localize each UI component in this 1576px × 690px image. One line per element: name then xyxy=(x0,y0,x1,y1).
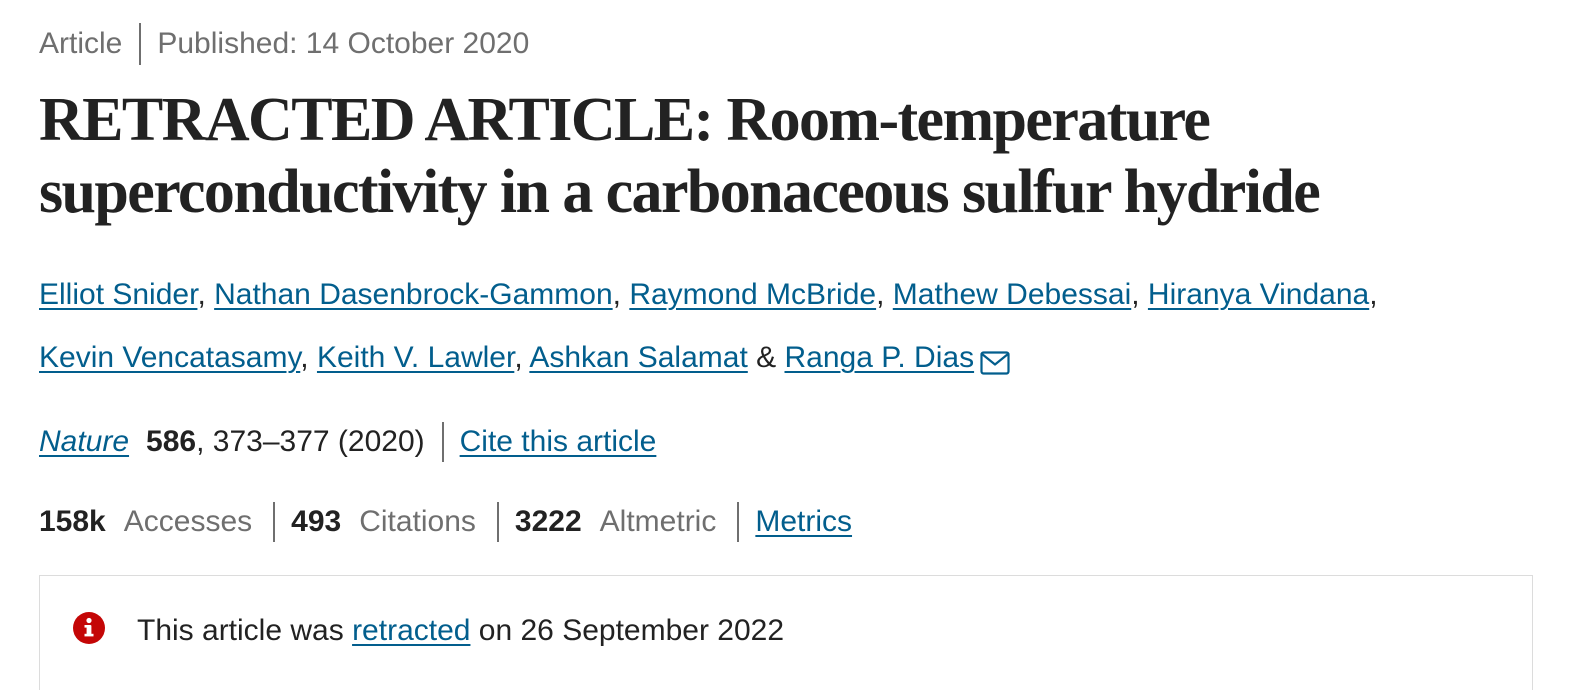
author-link[interactable]: Nathan Dasenbrock-Gammon xyxy=(214,278,613,311)
notice-prefix: This article was xyxy=(137,614,344,647)
author-ampersand: & xyxy=(756,341,777,374)
altmetric-score: 3222 xyxy=(514,505,582,538)
journal-volume: 586 xyxy=(146,425,197,458)
article-title: RETRACTED ARTICLE: Room-temperature supe… xyxy=(39,84,1519,228)
metrics-divider xyxy=(737,502,740,542)
author-separator: , xyxy=(300,341,309,374)
article-type: Article xyxy=(39,27,123,60)
article-metrics: 158k Accesses 493 Citations 3222 Altmetr… xyxy=(39,499,852,545)
journal-citation: Nature 586 , 373–377 (2020) Cite this ar… xyxy=(39,419,656,465)
citation-divider xyxy=(441,422,444,462)
author-link[interactable]: Mathew Debessai xyxy=(892,278,1132,311)
metrics-divider xyxy=(496,502,499,542)
author-link-corresponding[interactable]: Ranga P. Dias xyxy=(784,341,975,374)
notice-suffix: on 26 September 2022 xyxy=(478,614,785,647)
author-link[interactable]: Elliot Snider xyxy=(39,278,198,311)
author-list: Elliot Snider, Nathan Dasenbrock-Gammon,… xyxy=(39,263,1539,397)
metrics-link[interactable]: Metrics xyxy=(755,505,853,538)
retraction-notice: This article was retracted on 26 Septemb… xyxy=(39,575,1533,690)
retracted-link[interactable]: retracted xyxy=(352,614,471,647)
article-meta: Article Published: 14 October 2020 xyxy=(39,22,529,66)
accesses-count: 158k xyxy=(39,505,106,538)
author-link[interactable]: Ashkan Salamat xyxy=(529,341,748,374)
author-link[interactable]: Hiranya Vindana xyxy=(1147,278,1370,311)
author-separator: , xyxy=(514,341,523,374)
author-link[interactable]: Raymond McBride xyxy=(629,278,877,311)
article-title-line-2: superconductivity in a carbonaceous sulf… xyxy=(39,158,1321,226)
journal-pages-year: , 373–377 (2020) xyxy=(196,425,425,458)
alert-info-icon xyxy=(73,612,105,644)
retraction-notice-text: This article was retracted on 26 Septemb… xyxy=(137,614,784,648)
cite-this-article-link[interactable]: Cite this article xyxy=(459,425,657,458)
author-link[interactable]: Kevin Vencatasamy xyxy=(39,341,301,374)
author-separator: , xyxy=(876,278,885,311)
journal-name-link[interactable]: Nature xyxy=(39,425,130,458)
meta-divider xyxy=(139,23,142,65)
citations-count: 493 xyxy=(291,505,342,538)
author-separator: , xyxy=(612,278,621,311)
author-separator: , xyxy=(1131,278,1140,311)
citations-label: Citations xyxy=(359,505,476,538)
author-link[interactable]: Keith V. Lawler xyxy=(316,341,515,374)
mail-icon[interactable] xyxy=(980,334,1010,397)
article-title-line-1: RETRACTED ARTICLE: Room-temperature xyxy=(39,86,1211,154)
accesses-label: Accesses xyxy=(123,505,253,538)
metrics-divider xyxy=(273,502,276,542)
published-date: Published: 14 October 2020 xyxy=(157,27,530,60)
altmetric-label: Altmetric xyxy=(599,505,717,538)
author-separator: , xyxy=(197,278,206,311)
author-separator: , xyxy=(1369,278,1378,311)
